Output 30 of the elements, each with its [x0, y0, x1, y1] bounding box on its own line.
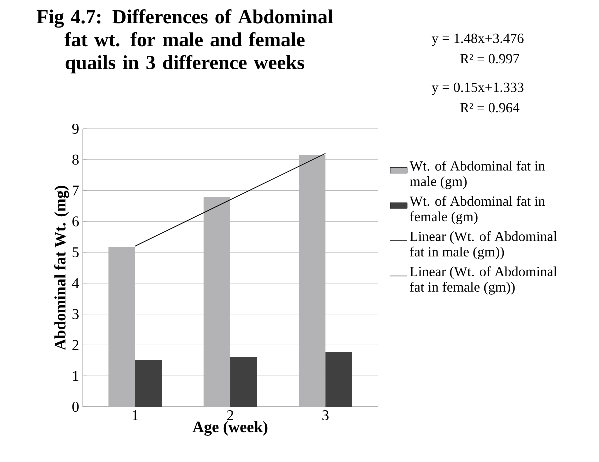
text: R² = 0.964 [460, 103, 520, 113]
y-tick-label: 8 [72, 154, 79, 165]
x-tick-label: 2 [227, 410, 234, 420]
y-tick-label: 1 [73, 371, 79, 382]
legend-label: Wt. of Abdominal fat in male (gm) [410, 160, 546, 190]
y-tick-label: 3 [72, 309, 79, 320]
text: R² = 0.997 [460, 54, 520, 64]
x-tick-label: 3 [322, 410, 329, 421]
bar [108, 246, 136, 407]
bar [326, 352, 352, 407]
bar [135, 360, 162, 407]
bar [204, 196, 231, 407]
bar [299, 155, 326, 407]
y-tick-label: 4 [72, 278, 80, 288]
text: y = 1.48x+3.476 [432, 34, 524, 46]
y-tick-label: 5 [72, 248, 79, 258]
x-axis-title: Age (week) [192, 421, 268, 436]
y-tick-label: 0 [72, 402, 79, 412]
bar [230, 356, 258, 407]
y-tick-label: 7 [73, 186, 80, 196]
y-tick-label: 6 [72, 216, 80, 227]
text: y = 0.15x+1.333 [432, 82, 524, 96]
legend-label: Wt. of Abdominal fat in female (gm) [410, 196, 546, 224]
legend-label: Linear (Wt. of Abdominal fat in male (gm)) [410, 231, 558, 260]
x-tick-label: 1 [132, 410, 138, 420]
y-tick-label: 9 [72, 124, 79, 134]
y-axis-title: Abdominal fat Wt. (mg) [54, 186, 70, 350]
y-tick-label: 2 [72, 340, 79, 350]
legend-label: Linear (Wt. of Abdominal fat in female (gm)) [410, 266, 558, 295]
chart-title: Fig 4.7: Differences of Abdominal fat wt. for male and female quails in 3 difference weeks [36, 10, 334, 74]
